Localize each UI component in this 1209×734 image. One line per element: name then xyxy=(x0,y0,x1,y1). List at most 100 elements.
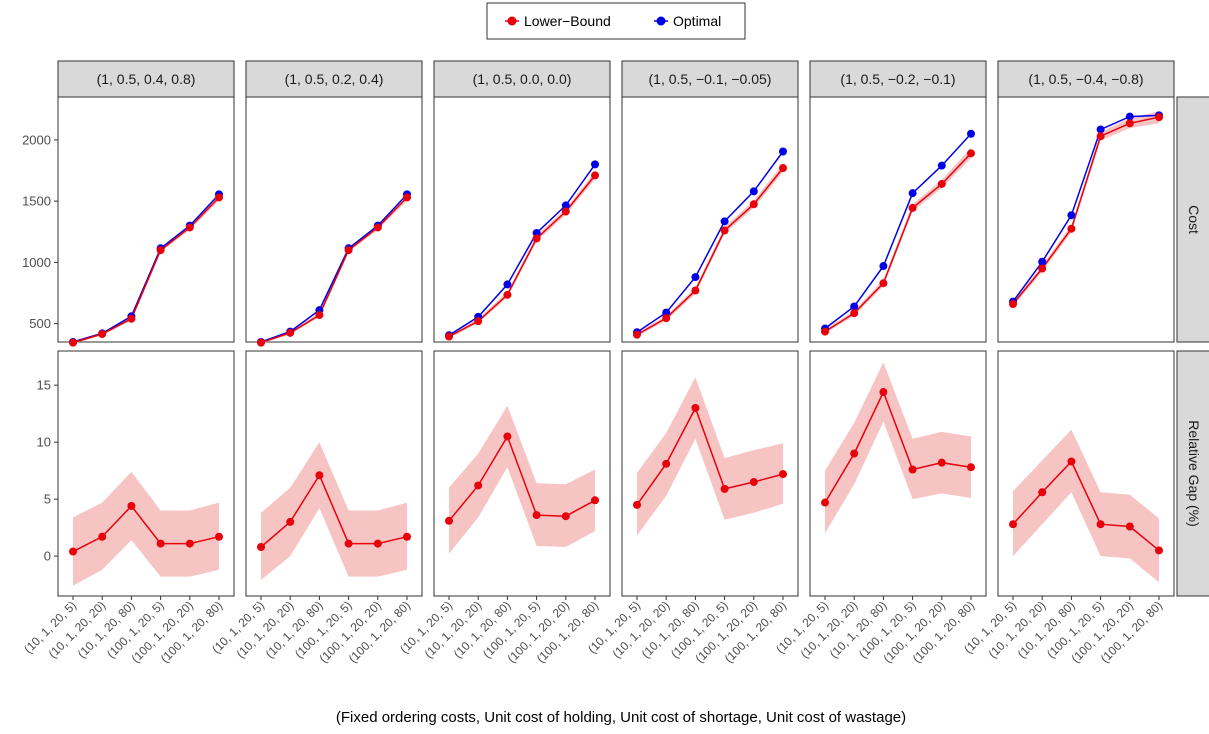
gap-line-0 xyxy=(72,504,220,553)
optimal-line-5 xyxy=(1012,114,1160,303)
lower-bound-point-3-4 xyxy=(749,200,758,209)
gap-point-3-1 xyxy=(662,459,671,468)
facet-grid: (1, 0.5, 0.4, 0.8) (1, 0.5, 0.2, 0.4) (1, … xyxy=(21,60,1209,666)
gap-point-4-5 xyxy=(967,463,975,472)
optimal-point-3-5 xyxy=(779,147,787,156)
panel-cost-2 xyxy=(433,96,611,343)
gap-point-5-1 xyxy=(1038,488,1047,497)
lower-bound-point-0-1 xyxy=(98,330,107,339)
gap-point-0-0 xyxy=(69,547,77,556)
y-tick-label-cost-0: 500 xyxy=(29,316,51,331)
optimal-point-5-1 xyxy=(1038,257,1047,266)
lower-bound-point-5-3 xyxy=(1096,132,1105,141)
legend-box xyxy=(486,2,746,40)
lower-bound-line-0 xyxy=(72,196,220,344)
lower-bound-point-1-1 xyxy=(286,328,295,337)
gap-point-1-2 xyxy=(315,471,324,480)
optimal-point-2-4 xyxy=(561,201,570,210)
ribbon-relative_gap-3 xyxy=(637,377,783,536)
facet-strip-5 xyxy=(997,60,1175,98)
lower-bound-point-2-1 xyxy=(474,317,483,326)
lower-bound-point-0-3 xyxy=(156,246,165,255)
lower-bound-point-3-2 xyxy=(691,286,700,295)
gap-point-1-4 xyxy=(373,539,382,548)
lower-bound-point-5-5 xyxy=(1155,113,1163,122)
optimal-point-5-4 xyxy=(1125,112,1134,121)
gap-point-3-3 xyxy=(720,484,729,493)
lower-bound-point-1-3 xyxy=(344,246,353,255)
y-tick-label-relative_gap-2: 10 xyxy=(37,435,51,450)
gap-point-1-0 xyxy=(257,543,265,551)
gap-point-0-4 xyxy=(185,539,194,548)
y-tick-label-relative_gap-3: 15 xyxy=(37,378,51,393)
lower-bound-point-2-4 xyxy=(561,207,570,216)
lower-bound-point-2-0 xyxy=(445,332,453,341)
optimal-point-4-3 xyxy=(908,189,917,198)
optimal-point-2-3 xyxy=(532,228,541,237)
row-strip-1 xyxy=(1176,350,1209,597)
lower-bound-line-1 xyxy=(260,196,408,344)
gap-point-3-4 xyxy=(749,478,758,487)
optimal-point-4-2 xyxy=(879,262,888,271)
panel-cost-1 xyxy=(245,96,423,343)
lower-bound-point-4-3 xyxy=(908,203,917,212)
lower-bound-point-4-1 xyxy=(850,309,859,318)
gap-point-1-5 xyxy=(403,532,411,541)
lower-bound-point-5-2 xyxy=(1067,224,1076,233)
facet-strip-label-5: (1, 0.5, −0.4, −0.8) xyxy=(1028,71,1143,87)
gap-point-0-3 xyxy=(156,539,165,548)
optimal-point-3-2 xyxy=(691,273,700,282)
gap-line-1 xyxy=(260,473,408,548)
y-tick-label-cost-3: 2000 xyxy=(22,132,51,147)
facet-strip-label-1: (1, 0.5, 0.2, 0.4) xyxy=(285,71,384,87)
y-tick-label-relative_gap-1: 5 xyxy=(44,492,51,507)
gap-point-0-5 xyxy=(215,532,223,541)
gap-point-5-2 xyxy=(1067,457,1076,466)
optimal-point-5-2 xyxy=(1067,211,1076,220)
lower-bound-point-1-4 xyxy=(373,223,382,232)
gap-point-1-1 xyxy=(286,517,295,526)
facet-strip-4 xyxy=(809,60,987,98)
gap-line-4 xyxy=(824,390,972,503)
facet-strip-label-3: (1, 0.5, −0.1, −0.05) xyxy=(649,71,772,87)
gap-point-2-5 xyxy=(591,496,599,505)
facet-strip-3 xyxy=(621,60,799,98)
gap-point-4-3 xyxy=(908,465,917,474)
lower-bound-point-0-0 xyxy=(69,338,77,347)
lower-bound-point-2-5 xyxy=(591,171,599,180)
ribbon-relative_gap-0 xyxy=(73,471,219,586)
optimal-point-3-4 xyxy=(749,187,758,196)
optimal-point-4-4 xyxy=(937,161,946,170)
y-tick-label-cost-2: 1500 xyxy=(22,194,51,209)
row-strip-label-0: Cost xyxy=(1186,205,1202,234)
legend-label-lower-bound: Lower−Bound xyxy=(524,13,611,29)
lower-bound-point-3-1 xyxy=(662,314,671,323)
gap-point-5-5 xyxy=(1155,546,1163,555)
gap-point-2-1 xyxy=(474,481,483,490)
lower-bound-point-1-5 xyxy=(403,193,411,202)
panel-cost-3 xyxy=(621,96,799,343)
legend-label-optimal: Optimal xyxy=(673,13,721,29)
gap-point-0-2 xyxy=(127,501,136,510)
optimal-line-4 xyxy=(824,133,972,330)
gap-point-5-3 xyxy=(1096,520,1105,529)
facet-strip-label-4: (1, 0.5, −0.2, −0.1) xyxy=(840,71,955,87)
x-axis-title: (Fixed ordering costs, Unit cost of hold… xyxy=(336,709,906,726)
gap-point-2-2 xyxy=(503,432,512,441)
panel-cost-0 xyxy=(57,96,235,343)
lower-bound-line-5 xyxy=(1012,116,1160,305)
lower-bound-point-4-5 xyxy=(967,149,975,158)
optimal-point-4-5 xyxy=(967,129,975,138)
facet-strip-label-0: (1, 0.5, 0.4, 0.8) xyxy=(97,71,196,87)
optimal-point-4-1 xyxy=(850,302,859,311)
facet-strip-label-2: (1, 0.5, 0.0, 0.0) xyxy=(473,71,572,87)
optimal-line-3 xyxy=(636,151,784,333)
lower-bound-point-2-3 xyxy=(532,234,541,243)
gap-point-0-1 xyxy=(98,532,107,541)
lower-bound-line-3 xyxy=(636,167,784,336)
ribbon-relative_gap-4 xyxy=(825,362,971,534)
lower-bound-point-2-2 xyxy=(503,290,512,299)
optimal-point-3-1 xyxy=(662,308,671,317)
lower-bound-point-5-4 xyxy=(1125,119,1134,128)
row-strip-0 xyxy=(1176,96,1209,343)
